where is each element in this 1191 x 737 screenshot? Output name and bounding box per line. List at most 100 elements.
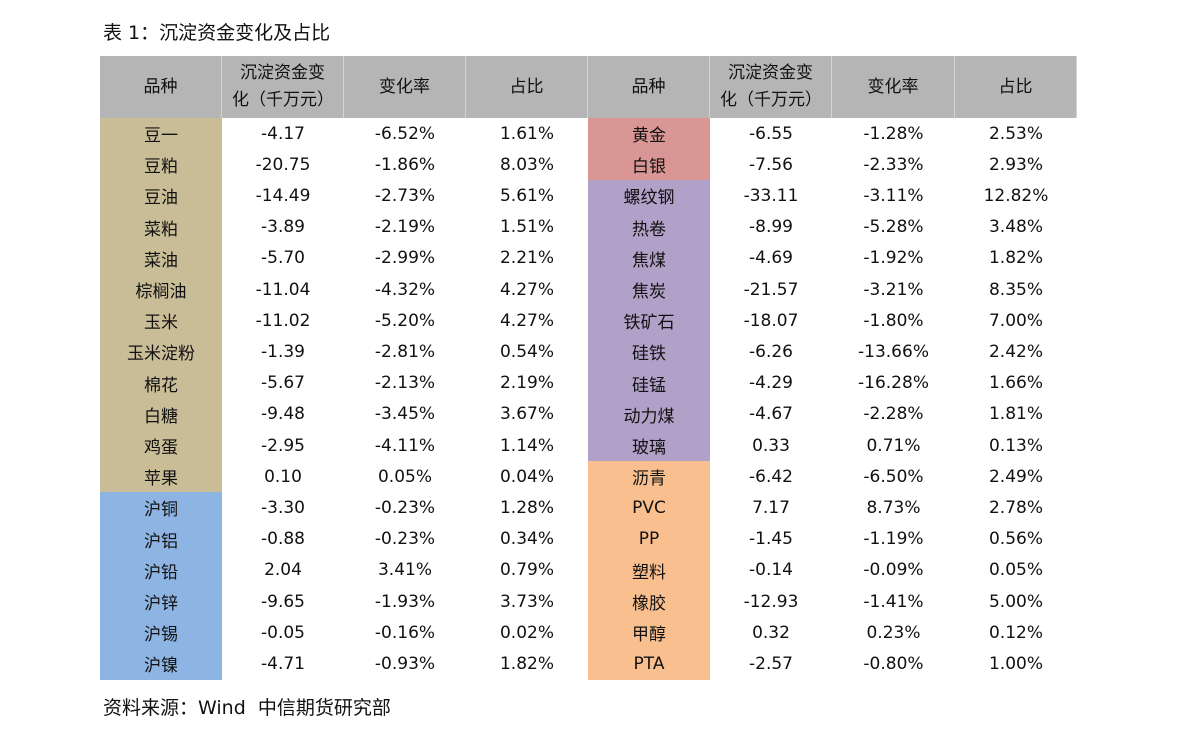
value-cell: 0.02% bbox=[499, 622, 554, 643]
value-cell: -14.49 bbox=[255, 185, 311, 206]
value-cell: 0.04% bbox=[499, 466, 554, 487]
value-cell: -1.41% bbox=[863, 591, 924, 612]
value-cell: 2.21% bbox=[499, 248, 554, 269]
value-cell: 0.32 bbox=[752, 622, 790, 643]
value-cell: -4.11% bbox=[374, 435, 436, 456]
header-cell: 变化率 bbox=[832, 56, 955, 118]
value-cell: -2.81% bbox=[374, 341, 436, 362]
value-cell: 1.51% bbox=[499, 217, 554, 238]
value-cell: -20.75 bbox=[255, 154, 311, 175]
product-name: 焦煤 bbox=[588, 242, 710, 274]
product-name: 动力煤 bbox=[588, 398, 710, 430]
product-name: 螺纹钢 bbox=[588, 180, 710, 212]
header-cell: 占比 bbox=[955, 56, 1077, 118]
product-name: 硅铁 bbox=[588, 336, 710, 368]
value-cell: -6.52% bbox=[374, 123, 436, 144]
value-cell: -3.21% bbox=[863, 279, 924, 300]
product-name: 豆一 bbox=[100, 118, 222, 150]
value-cell: 0.56% bbox=[988, 529, 1043, 550]
product-name: 沪铜 bbox=[100, 492, 222, 524]
value-cell: 0.54% bbox=[499, 341, 554, 362]
product-name: 铁矿石 bbox=[588, 305, 710, 337]
product-name: 玉米淀粉 bbox=[100, 336, 222, 368]
value-cell: 4.27% bbox=[499, 279, 554, 300]
value-cell: -11.02 bbox=[255, 310, 311, 331]
product-name: 豆油 bbox=[100, 180, 222, 212]
source-note: 资料来源：Wind 中信期货研究部 bbox=[103, 697, 391, 719]
value-cell: 7.17 bbox=[752, 497, 790, 518]
value-cell: 2.04 bbox=[264, 560, 302, 581]
product-name: 白糖 bbox=[100, 398, 222, 430]
value-cell: -3.45% bbox=[374, 404, 436, 425]
value-cell: 1.82% bbox=[499, 653, 554, 674]
value-cell: -0.23% bbox=[374, 497, 436, 518]
value-cell: -7.56 bbox=[749, 154, 793, 175]
value-cell: 0.23% bbox=[866, 622, 921, 643]
value-cell: -6.26 bbox=[749, 341, 793, 362]
value-cell: -6.55 bbox=[749, 123, 793, 144]
value-cell: -5.70 bbox=[261, 248, 305, 269]
value-cell: 0.05% bbox=[377, 466, 432, 487]
value-cell: 12.82% bbox=[983, 185, 1049, 206]
value-cell: -21.57 bbox=[743, 279, 799, 300]
product-name: 白银 bbox=[588, 149, 710, 181]
product-name: 玻璃 bbox=[588, 430, 710, 462]
value-cell: 2.49% bbox=[988, 466, 1043, 487]
value-cell: -2.73% bbox=[374, 185, 436, 206]
value-cell: -4.67 bbox=[749, 404, 793, 425]
value-cell: -9.65 bbox=[261, 591, 305, 612]
value-cell: 8.73% bbox=[866, 497, 921, 518]
product-name: 沪锡 bbox=[100, 617, 222, 649]
product-name: 甲醇 bbox=[588, 617, 710, 649]
value-cell: 2.53% bbox=[988, 123, 1043, 144]
value-cell: 0.12% bbox=[988, 622, 1043, 643]
value-cell: 1.81% bbox=[988, 404, 1043, 425]
value-cell: 0.79% bbox=[499, 560, 554, 581]
value-cell: 2.19% bbox=[499, 373, 554, 394]
header-cell: 变化率 bbox=[344, 56, 466, 118]
value-cell: -11.04 bbox=[255, 279, 311, 300]
product-name: 菜粕 bbox=[100, 211, 222, 243]
value-cell: -0.93% bbox=[374, 653, 436, 674]
product-name: 豆粕 bbox=[100, 149, 222, 181]
value-cell: -1.86% bbox=[374, 154, 436, 175]
product-name: 塑料 bbox=[588, 554, 710, 586]
value-cell: 2.93% bbox=[988, 154, 1043, 175]
value-cell: -9.48 bbox=[261, 404, 305, 425]
product-name: 棕榈油 bbox=[100, 274, 222, 306]
header-cell: 沉淀资金变化（千万元） bbox=[222, 56, 344, 118]
product-name: PTA bbox=[588, 648, 710, 680]
value-cell: 2.42% bbox=[988, 341, 1043, 362]
value-cell: -16.28% bbox=[858, 373, 929, 394]
product-name: 焦炭 bbox=[588, 274, 710, 306]
product-name: 苹果 bbox=[100, 461, 222, 493]
value-cell: 1.82% bbox=[988, 248, 1043, 269]
value-cell: 3.67% bbox=[499, 404, 554, 425]
value-cell: -5.28% bbox=[863, 217, 924, 238]
value-cell: -1.92% bbox=[863, 248, 924, 269]
value-cell: 1.61% bbox=[499, 123, 554, 144]
product-name: 硅锰 bbox=[588, 367, 710, 399]
value-cell: -4.71 bbox=[261, 653, 305, 674]
value-cell: 3.41% bbox=[377, 560, 432, 581]
value-cell: -2.33% bbox=[863, 154, 924, 175]
header-cell: 占比 bbox=[466, 56, 588, 118]
value-cell: 8.03% bbox=[499, 154, 554, 175]
product-name: 沪镍 bbox=[100, 648, 222, 680]
header-cell: 品种 bbox=[588, 56, 710, 118]
table-title: 表 1：沉淀资金变化及占比 bbox=[103, 22, 331, 44]
value-cell: -0.14 bbox=[749, 560, 793, 581]
value-cell: -13.66% bbox=[858, 341, 929, 362]
value-cell: -2.57 bbox=[749, 653, 793, 674]
value-cell: -4.32% bbox=[374, 279, 436, 300]
value-cell: -3.30 bbox=[261, 497, 305, 518]
value-cell: -1.80% bbox=[863, 310, 924, 331]
product-name: 橡胶 bbox=[588, 586, 710, 618]
value-cell: -1.39 bbox=[261, 341, 305, 362]
value-cell: 3.48% bbox=[988, 217, 1043, 238]
value-cell: 7.00% bbox=[988, 310, 1043, 331]
value-cell: -6.42 bbox=[749, 466, 793, 487]
value-cell: -12.93 bbox=[743, 591, 799, 612]
product-name: PVC bbox=[588, 492, 710, 524]
